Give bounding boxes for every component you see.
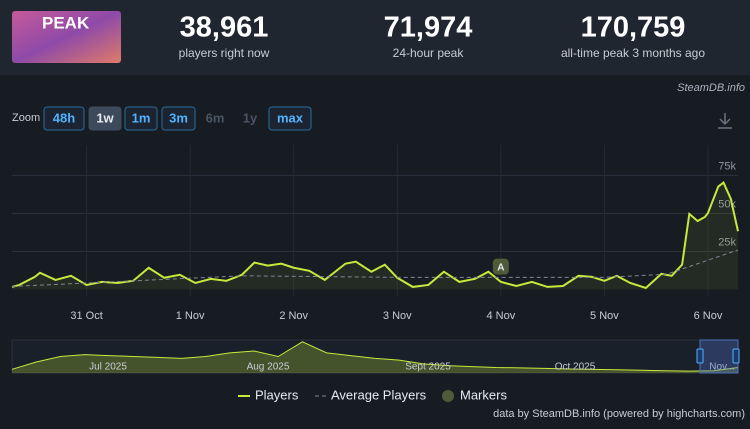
series-line: [11, 181, 739, 290]
legend-label[interactable]: Markers: [460, 387, 507, 402]
zoom-button[interactable]: [161, 106, 196, 131]
navigator-window[interactable]: [699, 339, 739, 374]
navigator-label: Aug 2025: [247, 362, 290, 373]
zoom-button-text[interactable]: 48h: [53, 110, 75, 125]
zoom-button[interactable]: [124, 106, 158, 131]
zoom-button-text: 6m: [206, 110, 225, 125]
navigator-line: [11, 341, 739, 372]
legend-label[interactable]: Average Players: [331, 387, 427, 402]
navigator-area: [12, 341, 738, 373]
game-image[interactable]: [12, 11, 121, 63]
zoom-button[interactable]: [43, 106, 85, 131]
game-logo: PEAK: [42, 13, 90, 32]
zoom-button-text: 1y: [243, 110, 258, 125]
stat-label: players right now: [179, 46, 270, 60]
navigator-label: Jul 2025: [89, 362, 127, 373]
navigator-handle[interactable]: [696, 348, 704, 364]
watermark[interactable]: SteamDB.info: [677, 82, 745, 94]
zoom-button-text[interactable]: 1m: [132, 110, 151, 125]
x-tick-label: 6 Nov: [694, 310, 723, 322]
x-tick-label: 3 Nov: [383, 310, 412, 322]
zoom-label: Zoom: [12, 112, 40, 124]
navigator-label: Oct 2025: [555, 362, 596, 373]
navigator-handle[interactable]: [732, 348, 740, 364]
x-tick-label: 31 Oct: [70, 310, 102, 322]
x-tick-label: 1 Nov: [176, 310, 205, 322]
download-icon[interactable]: [718, 113, 732, 129]
header-panel: [0, 0, 750, 75]
zoom-button[interactable]: [88, 106, 122, 131]
stat-label: all-time peak 3 months ago: [561, 46, 705, 60]
area: [12, 182, 738, 290]
x-tick-label: 5 Nov: [590, 310, 619, 322]
marker[interactable]: [492, 258, 509, 275]
zoom-button-text[interactable]: 3m: [169, 110, 188, 125]
stat-value: 71,974: [384, 12, 473, 44]
navigator-label: Nov...: [709, 362, 734, 373]
series-line: [11, 249, 739, 287]
legend-label[interactable]: Players: [255, 387, 299, 402]
legend-swatch: [442, 390, 454, 402]
zoom-button[interactable]: [268, 106, 312, 131]
zoom-button-text[interactable]: 1w: [96, 110, 114, 125]
y-tick-label: 75k: [718, 160, 736, 172]
stat-value: 38,961: [180, 12, 269, 44]
y-tick-label: 25k: [718, 236, 736, 248]
footer-credit[interactable]: data by SteamDB.info (powered by highcha…: [493, 408, 745, 420]
navigator-label: Sept 2025: [405, 362, 451, 373]
x-tick-label: 2 Nov: [279, 310, 308, 322]
x-tick-label: 4 Nov: [486, 310, 515, 322]
stat-value: 170,759: [581, 12, 686, 44]
marker-label: A: [497, 262, 504, 273]
stat-label: 24-hour peak: [393, 46, 465, 60]
zoom-button-text[interactable]: max: [277, 110, 304, 125]
